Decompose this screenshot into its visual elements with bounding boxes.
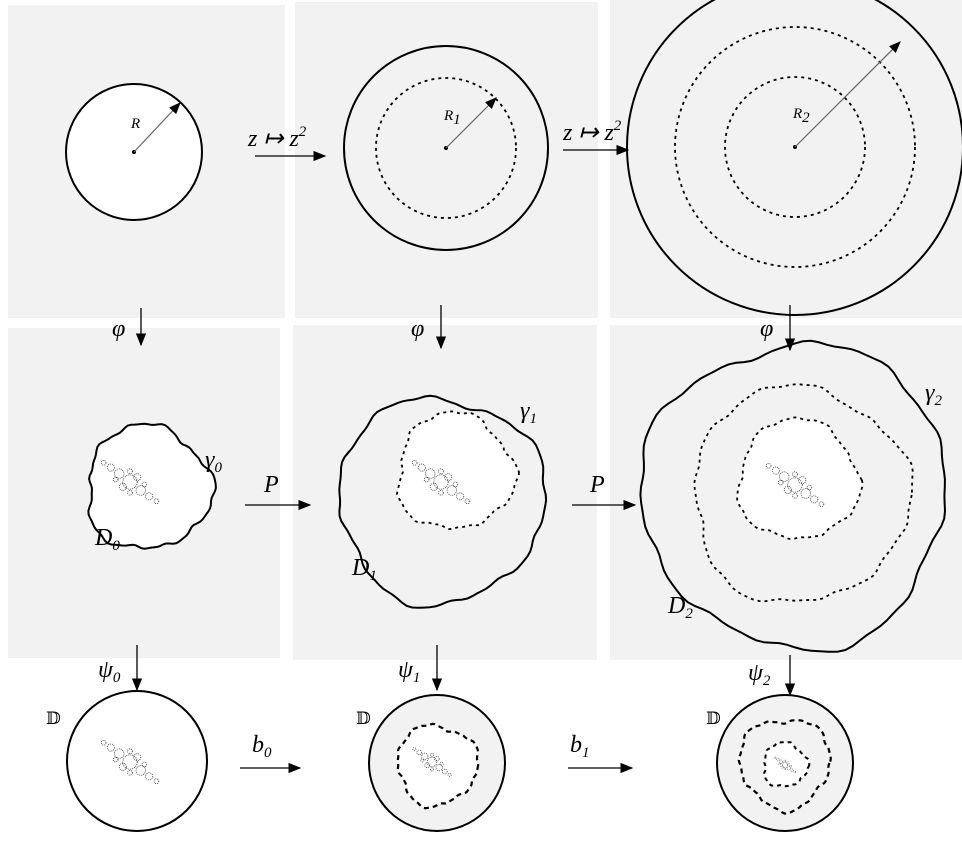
map-label: b0	[252, 732, 272, 761]
radius-label: R	[130, 116, 140, 132]
label-base: R	[792, 106, 802, 122]
label-sub: 0	[264, 745, 272, 761]
map-label: z ↦ z2	[562, 118, 622, 146]
disc-label: 𝔻	[356, 709, 371, 729]
label-base: R	[443, 108, 453, 124]
label-base: ψ	[98, 657, 114, 683]
label-sub: 1	[453, 112, 461, 128]
map-label: P	[589, 472, 605, 498]
label-base: ψ	[398, 657, 414, 683]
label-base: R	[130, 116, 140, 132]
map-label: φ	[411, 316, 424, 342]
label-base: z ↦ z	[247, 126, 299, 152]
map-label: P	[263, 472, 279, 498]
label-sup: 2	[614, 118, 622, 134]
label-sub: 0	[112, 538, 120, 554]
unit-disc	[67, 691, 207, 831]
label-sub: 2	[802, 110, 810, 126]
label-sup: 2	[299, 124, 307, 140]
label-base: D	[351, 555, 369, 581]
label-base: b	[570, 732, 582, 758]
map-label: z ↦ z2	[247, 124, 307, 152]
label-base: ψ	[748, 660, 764, 686]
map-label: φ	[112, 316, 125, 342]
map-label: ψ2	[748, 660, 771, 689]
label-sub: 2	[685, 606, 693, 622]
disc-r2	[627, 0, 962, 315]
label-base: D	[94, 525, 112, 551]
label-sub: 2	[934, 393, 942, 409]
disc-label: 𝔻	[46, 709, 61, 729]
label-base: z ↦ z	[562, 120, 614, 146]
disc-label: 𝔻	[706, 709, 721, 729]
map-label: b1	[570, 732, 590, 761]
map-label: ψ0	[98, 657, 121, 686]
label-sub: 0	[113, 670, 121, 686]
label-sub: 1	[369, 568, 377, 584]
map-label: φ	[760, 316, 773, 342]
diagram: R R1 R2 z ↦ z2 z ↦ z2 φ φ φ γ0 γ1 γ2 D0 …	[0, 0, 962, 846]
label-base: b	[252, 732, 264, 758]
label-sub: 1	[529, 411, 537, 427]
label-sub: 2	[763, 673, 771, 689]
label-sub: 0	[214, 460, 222, 476]
label-base: D	[667, 593, 685, 619]
label-sub: 1	[413, 670, 421, 686]
map-label: ψ1	[398, 657, 420, 686]
label-sub: 1	[582, 745, 590, 761]
